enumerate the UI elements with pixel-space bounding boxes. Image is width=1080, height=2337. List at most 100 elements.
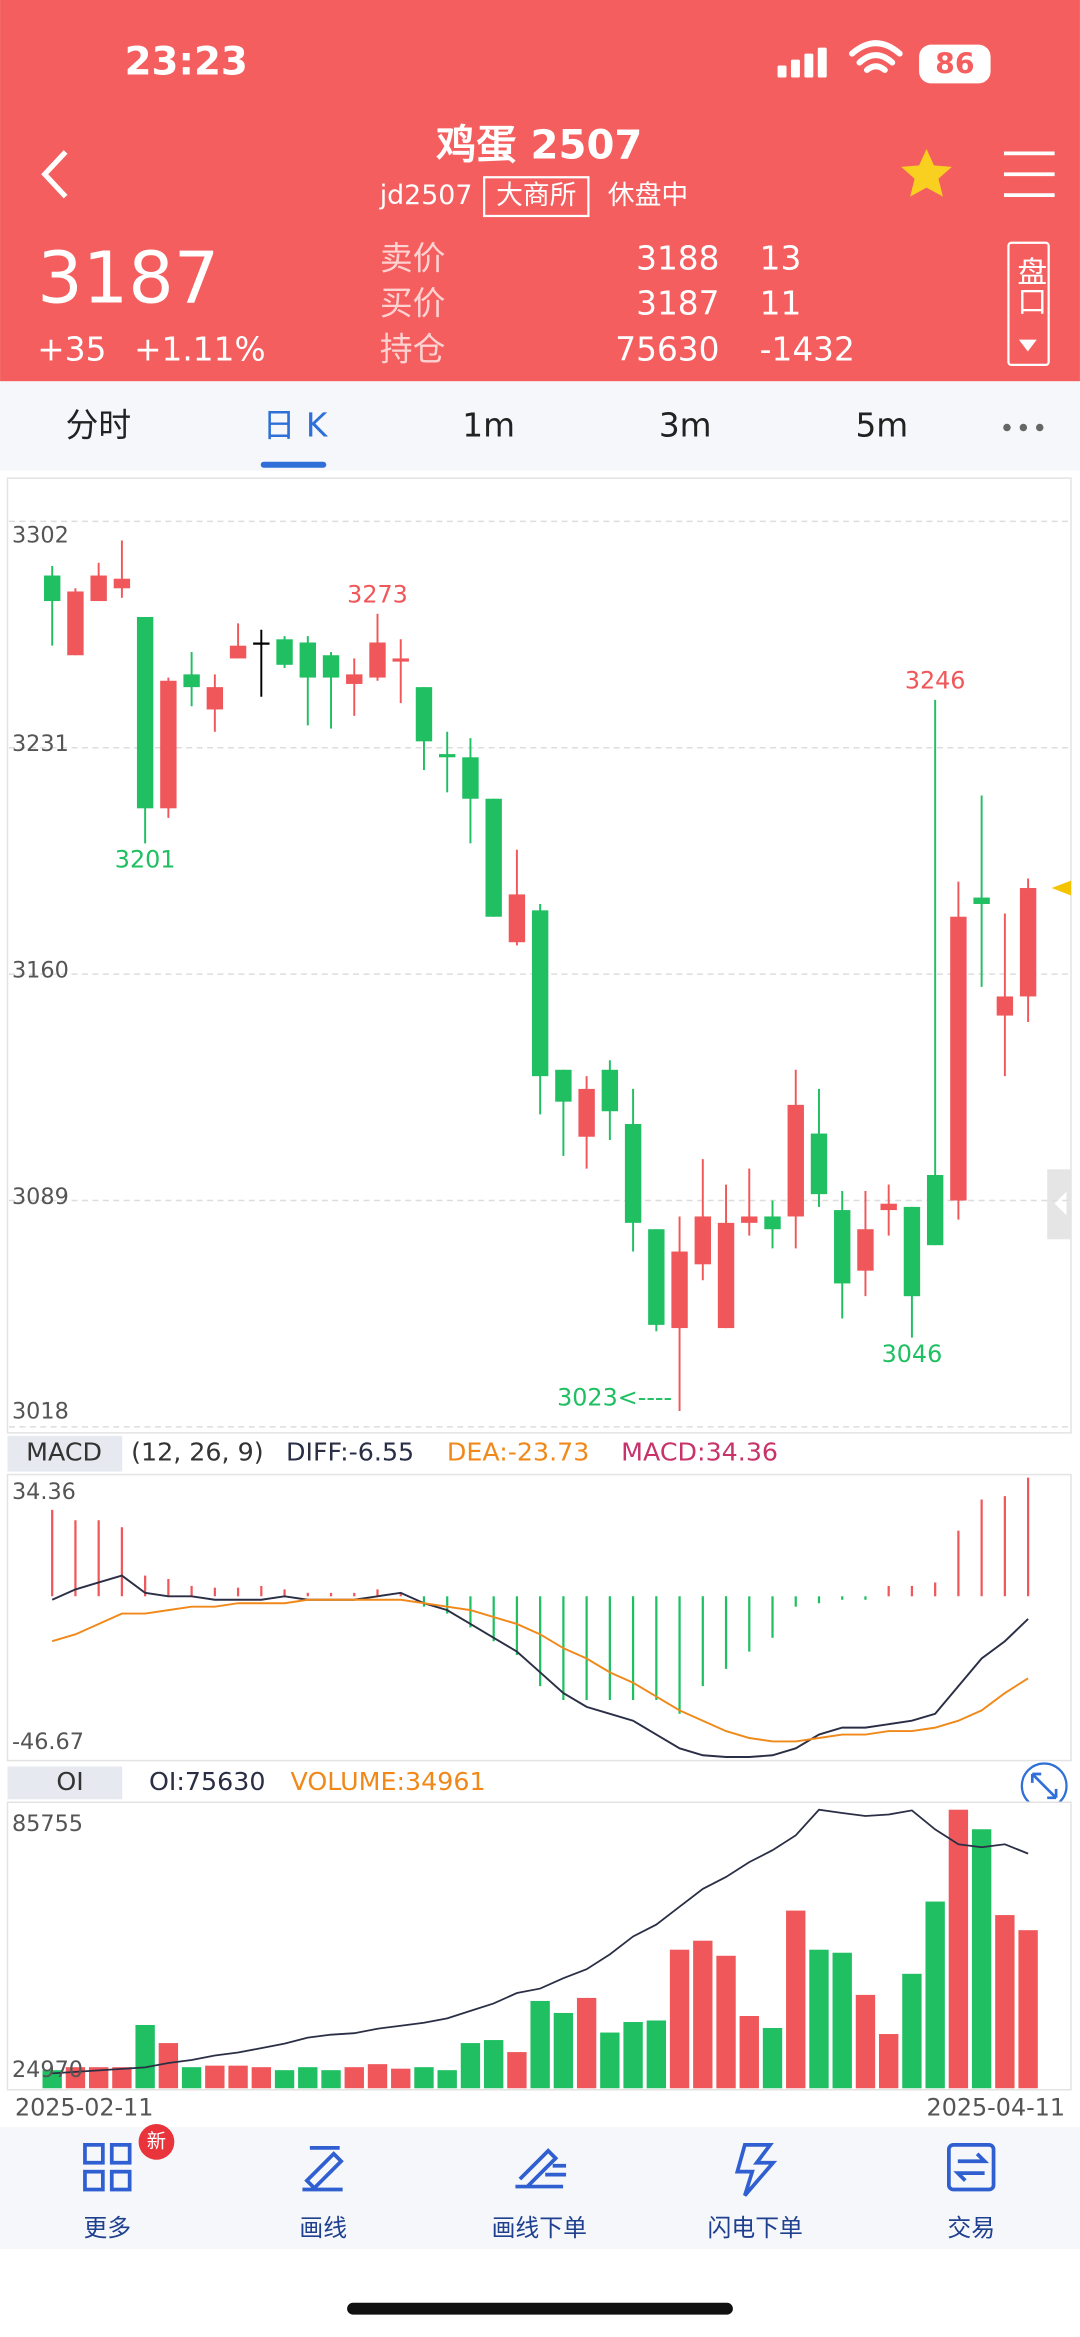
quote-label: 卖价 [380,240,446,278]
candle-body [555,1069,572,1102]
price-change: +35 [37,331,106,369]
volume-bar [437,2070,457,2089]
tabs: 分时 日 K 1m 3m 5m [66,406,909,444]
y-tick-label: 24970 [12,2057,83,2083]
favorite-star[interactable] [901,148,952,197]
x-tick-label: 2025-02-11 [15,2094,153,2122]
annotation: 3046 [882,1340,943,1368]
candle-body [624,1123,642,1223]
volume-bar [739,2016,759,2089]
volume-bar [530,2000,550,2089]
tab[interactable]: 1m [462,406,515,444]
market-status: 休盘中 [608,180,688,211]
y-tick-label: 85755 [12,1811,83,1837]
toolbar-button[interactable]: 闪电下单 [708,2214,803,2242]
annotation: 3201 [115,846,176,874]
volume-bar [298,2067,318,2089]
candle-body [90,575,107,602]
volume-bar [112,2067,132,2089]
toolbar-button[interactable]: 画线 [299,2214,347,2242]
candle-body [903,1206,921,1297]
home-indicator [347,2302,733,2315]
candle-body [531,910,549,1077]
back-button[interactable] [41,150,68,199]
volume-bar [995,1915,1015,2089]
toolbar-icons [83,2142,996,2197]
tab[interactable]: 分时 [66,406,131,444]
last-price: 3187 [37,237,219,320]
volume-bar [158,2043,179,2089]
quote-qty: 11 [760,284,802,322]
title: 鸡蛋 2507 [436,122,642,168]
panel-button-label: 盘口 [1011,256,1046,316]
panel-button[interactable] [1007,241,1050,367]
volume-bar [855,1994,876,2089]
quote-qty: -1432 [760,331,855,369]
toolbar-button[interactable]: 交易 [947,2214,995,2242]
contract-code: jd2507 [379,180,473,211]
badge [138,2124,175,2160]
candle-body [415,687,433,742]
volume-bar [623,2022,643,2089]
volume-bar [274,2070,295,2089]
macd-label-box [7,1435,123,1472]
candle-body [694,1216,711,1265]
tab-active[interactable]: 日 K [263,406,329,444]
quote-value: 75630 [615,331,719,369]
volume-bar [205,2065,225,2089]
volume-bar [507,2052,527,2089]
exchange: 大商所 [496,180,576,211]
candle-body [136,616,154,809]
y-tick-label: -46.67 [12,1729,84,1755]
candle-body [926,1175,944,1246]
y-tick-label: 3302 [12,523,69,549]
legend-entry: DIFF:-6.55 [286,1437,414,1467]
volume-bar [135,2024,155,2089]
panel-arrow [1018,339,1037,352]
candle-body [508,894,526,943]
candle-body [741,1216,758,1223]
y-tick-label: 34.36 [12,1479,76,1505]
volume-bar [669,1949,690,2089]
toolbar-button[interactable]: 画线下单 [492,2214,587,2242]
oi-line [52,1808,1029,2075]
candle-body [787,1104,804,1217]
candle-body [160,680,177,809]
macd-title: MACD [26,1437,102,1467]
candle-body [276,639,293,665]
volume-bar [716,1955,736,2089]
exchange-box [483,176,590,218]
volume-bar [483,2040,504,2089]
macd-line [51,1574,1029,1758]
volume-bar [762,2028,783,2089]
candle-body [764,1216,781,1230]
volume-bar [228,2065,248,2089]
expand-icon [1030,1772,1058,1800]
candle-body [462,757,479,799]
candle-body [857,1229,874,1271]
volume-bar [576,1997,597,2089]
candle-body [44,575,61,602]
volume-bar [646,2020,667,2089]
candle-body [485,798,502,917]
menu-button[interactable] [1003,151,1055,197]
candle-body [1019,888,1037,997]
tab[interactable]: 5m [855,406,908,444]
y-tick-label: 3160 [12,958,69,984]
macd-line [51,1598,1029,1743]
more-tabs[interactable] [1003,423,1044,432]
tab[interactable]: 3m [659,406,712,444]
volume-bar [344,2067,364,2089]
volume-bar [971,1829,992,2089]
candle-body [950,916,967,1201]
volume-bar [809,1949,829,2089]
toolbar-button[interactable]: 更多 [83,2214,131,2242]
signal [777,47,827,78]
candle-body [973,897,990,904]
candle-body [253,642,270,645]
y-tick-label: 3089 [12,1184,69,1210]
side-handle-arrow [1054,1191,1067,1216]
volume-bar [925,1901,945,2089]
last-price-marker [1051,880,1072,896]
